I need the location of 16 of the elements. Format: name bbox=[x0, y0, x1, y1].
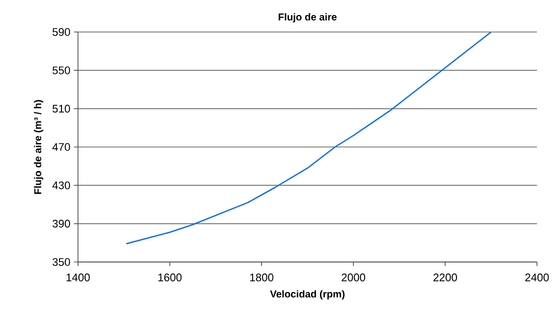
y-tick-label: 590 bbox=[52, 28, 70, 36]
chart-title: Flujo de aire bbox=[278, 13, 337, 22]
x-tick-label: 1600 bbox=[158, 274, 182, 282]
x-tick-label: 1800 bbox=[250, 274, 274, 282]
x-axis-title: Velocidad (rpm) bbox=[270, 290, 345, 300]
y-axis-title: Flujo de aire (m³ / h) bbox=[34, 100, 44, 194]
y-tick-label: 550 bbox=[52, 66, 70, 74]
y-tick-label: 510 bbox=[52, 104, 70, 113]
x-tick-label: 2200 bbox=[434, 274, 457, 282]
x-tick-label: 2400 bbox=[525, 274, 549, 282]
x-tick-label: 2000 bbox=[342, 274, 366, 282]
y-tick-label: 350 bbox=[52, 258, 70, 266]
y-tick-label: 470 bbox=[52, 143, 70, 151]
y-tick-label: 430 bbox=[52, 181, 70, 190]
y-tick-label: 390 bbox=[52, 220, 70, 228]
x-tick-label: 1400 bbox=[66, 274, 90, 282]
